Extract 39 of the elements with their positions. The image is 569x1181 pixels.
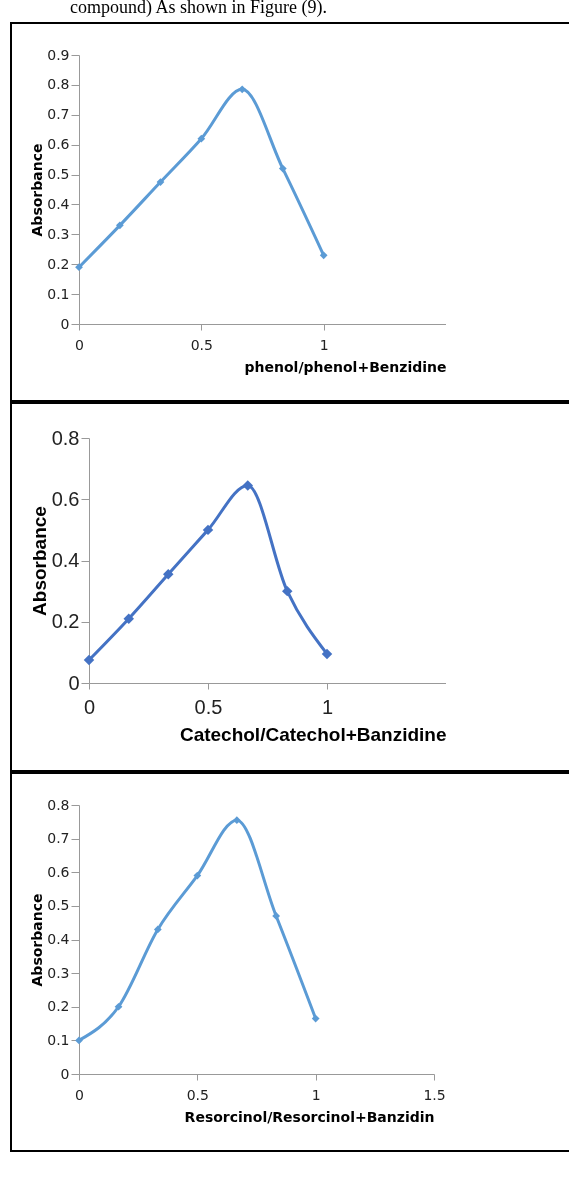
x-tick-label: 0.5	[186, 1086, 209, 1103]
y-tick-label: 0	[60, 1065, 70, 1082]
y-tick-label: 0	[60, 315, 70, 332]
y-tick-label: 0.9	[47, 46, 70, 63]
x-tick-label: 1	[319, 336, 329, 353]
y-tick-label: 0.2	[51, 610, 80, 633]
y-tick-label: 0.5	[47, 897, 70, 914]
y-tick-label: 0.1	[47, 285, 70, 302]
y-tick-label: 0.4	[47, 931, 70, 947]
y-tick-label: 0.8	[47, 796, 70, 813]
x-tick-label: 1	[321, 695, 334, 718]
x-tick-label: 1.5	[423, 1086, 446, 1103]
x-tick-label: 0.5	[190, 336, 213, 353]
y-tick-label: 0.2	[47, 255, 70, 272]
y-tick-label: 0.5	[47, 166, 70, 183]
y-tick-label: 0.4	[51, 549, 80, 571]
y-axis-title: Absorbance	[28, 506, 50, 616]
x-tick-label: 0.5	[194, 695, 223, 718]
y-axis-title: Absorbance	[29, 143, 46, 237]
y-tick-label: 0.6	[47, 863, 70, 880]
x-tick-label: 1	[311, 1086, 321, 1103]
y-tick-label: 0.6	[47, 136, 70, 153]
y-tick-label: 0.7	[47, 106, 70, 123]
y-tick-label: 0.2	[47, 998, 70, 1015]
x-axis-title: phenol/phenol+Benzidine	[244, 358, 447, 375]
y-tick-label: 0.1	[47, 1031, 70, 1048]
y-tick-label: 0.4	[47, 195, 70, 212]
y-tick-label: 0.3	[47, 225, 70, 242]
x-tick-label: 0	[83, 695, 96, 718]
y-tick-label: 0.8	[51, 426, 80, 449]
x-axis-title: Resorcinol/Resorcinol+Banzidin	[184, 1108, 435, 1125]
y-axis-title: Absorbance	[29, 893, 46, 987]
text: compound) As shown in Figure (9).	[69, 0, 328, 19]
y-tick-label: 0.8	[47, 76, 70, 93]
y-tick-label: 0.6	[51, 487, 80, 510]
y-tick-label: 0.7	[47, 830, 70, 847]
x-axis-title: Catechol/Catechol+Banzidine	[179, 723, 447, 745]
y-tick-label: 0.3	[47, 964, 70, 981]
y-tick-label: 0	[68, 671, 80, 694]
